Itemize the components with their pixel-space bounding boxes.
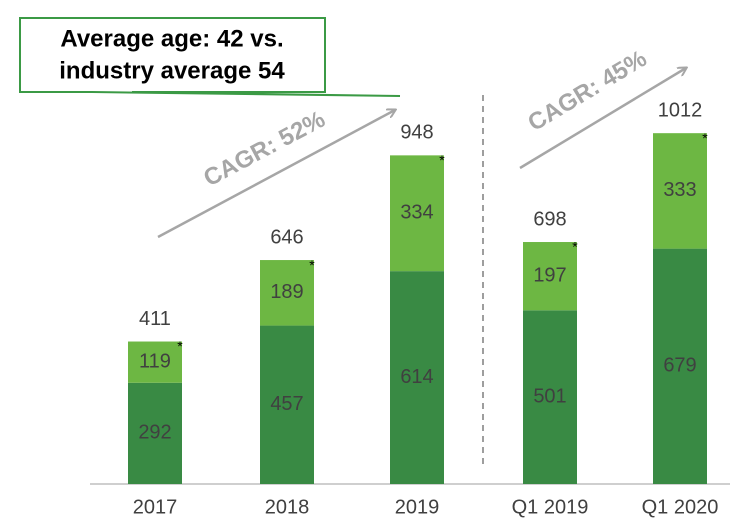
data-label: 457	[270, 393, 303, 415]
bar-segment	[653, 248, 707, 484]
total-label: 646	[270, 226, 303, 248]
footnote-marker: *	[572, 239, 578, 255]
callout-text: Average age: 42 vs.	[60, 25, 283, 52]
data-label: 501	[533, 385, 566, 407]
x-tick-label: Q1 2020	[642, 496, 719, 518]
bar-segment	[390, 155, 444, 272]
data-label: 292	[138, 422, 171, 444]
total-label: 411	[139, 308, 171, 330]
total-label: 948	[400, 122, 433, 144]
data-label: 119	[139, 350, 171, 372]
x-tick-label: 2017	[133, 496, 178, 518]
footnote-marker: *	[702, 130, 708, 146]
bar-segment	[128, 382, 182, 484]
bar-segment	[390, 271, 444, 484]
cagr-label: CAGR: 45%	[523, 45, 651, 137]
callout-text: industry average 54	[59, 57, 285, 84]
bar-segment	[260, 260, 314, 326]
cagr-arrow	[519, 68, 686, 170]
data-label: 333	[663, 179, 696, 201]
callout-box	[19, 17, 401, 97]
cagr-arrow	[157, 110, 395, 239]
bar-segment	[128, 341, 182, 383]
bar-segment	[653, 133, 707, 249]
data-label: 334	[400, 202, 433, 224]
total-label: 698	[533, 208, 566, 230]
x-tick-label: 2018	[265, 496, 310, 518]
footnote-marker: *	[439, 152, 445, 168]
footnote-marker: *	[177, 338, 183, 354]
total-label: 1012	[658, 99, 703, 121]
bar-segment	[523, 310, 577, 484]
data-label: 614	[400, 366, 433, 388]
footnote-marker: *	[309, 257, 315, 273]
data-label: 679	[663, 355, 696, 377]
bar-segment	[523, 242, 577, 311]
data-label: 197	[533, 264, 566, 286]
bar-segment	[260, 325, 314, 484]
x-tick-label: Q1 2019	[512, 496, 589, 518]
data-label: 189	[270, 281, 303, 303]
x-tick-label: 2019	[395, 496, 440, 518]
